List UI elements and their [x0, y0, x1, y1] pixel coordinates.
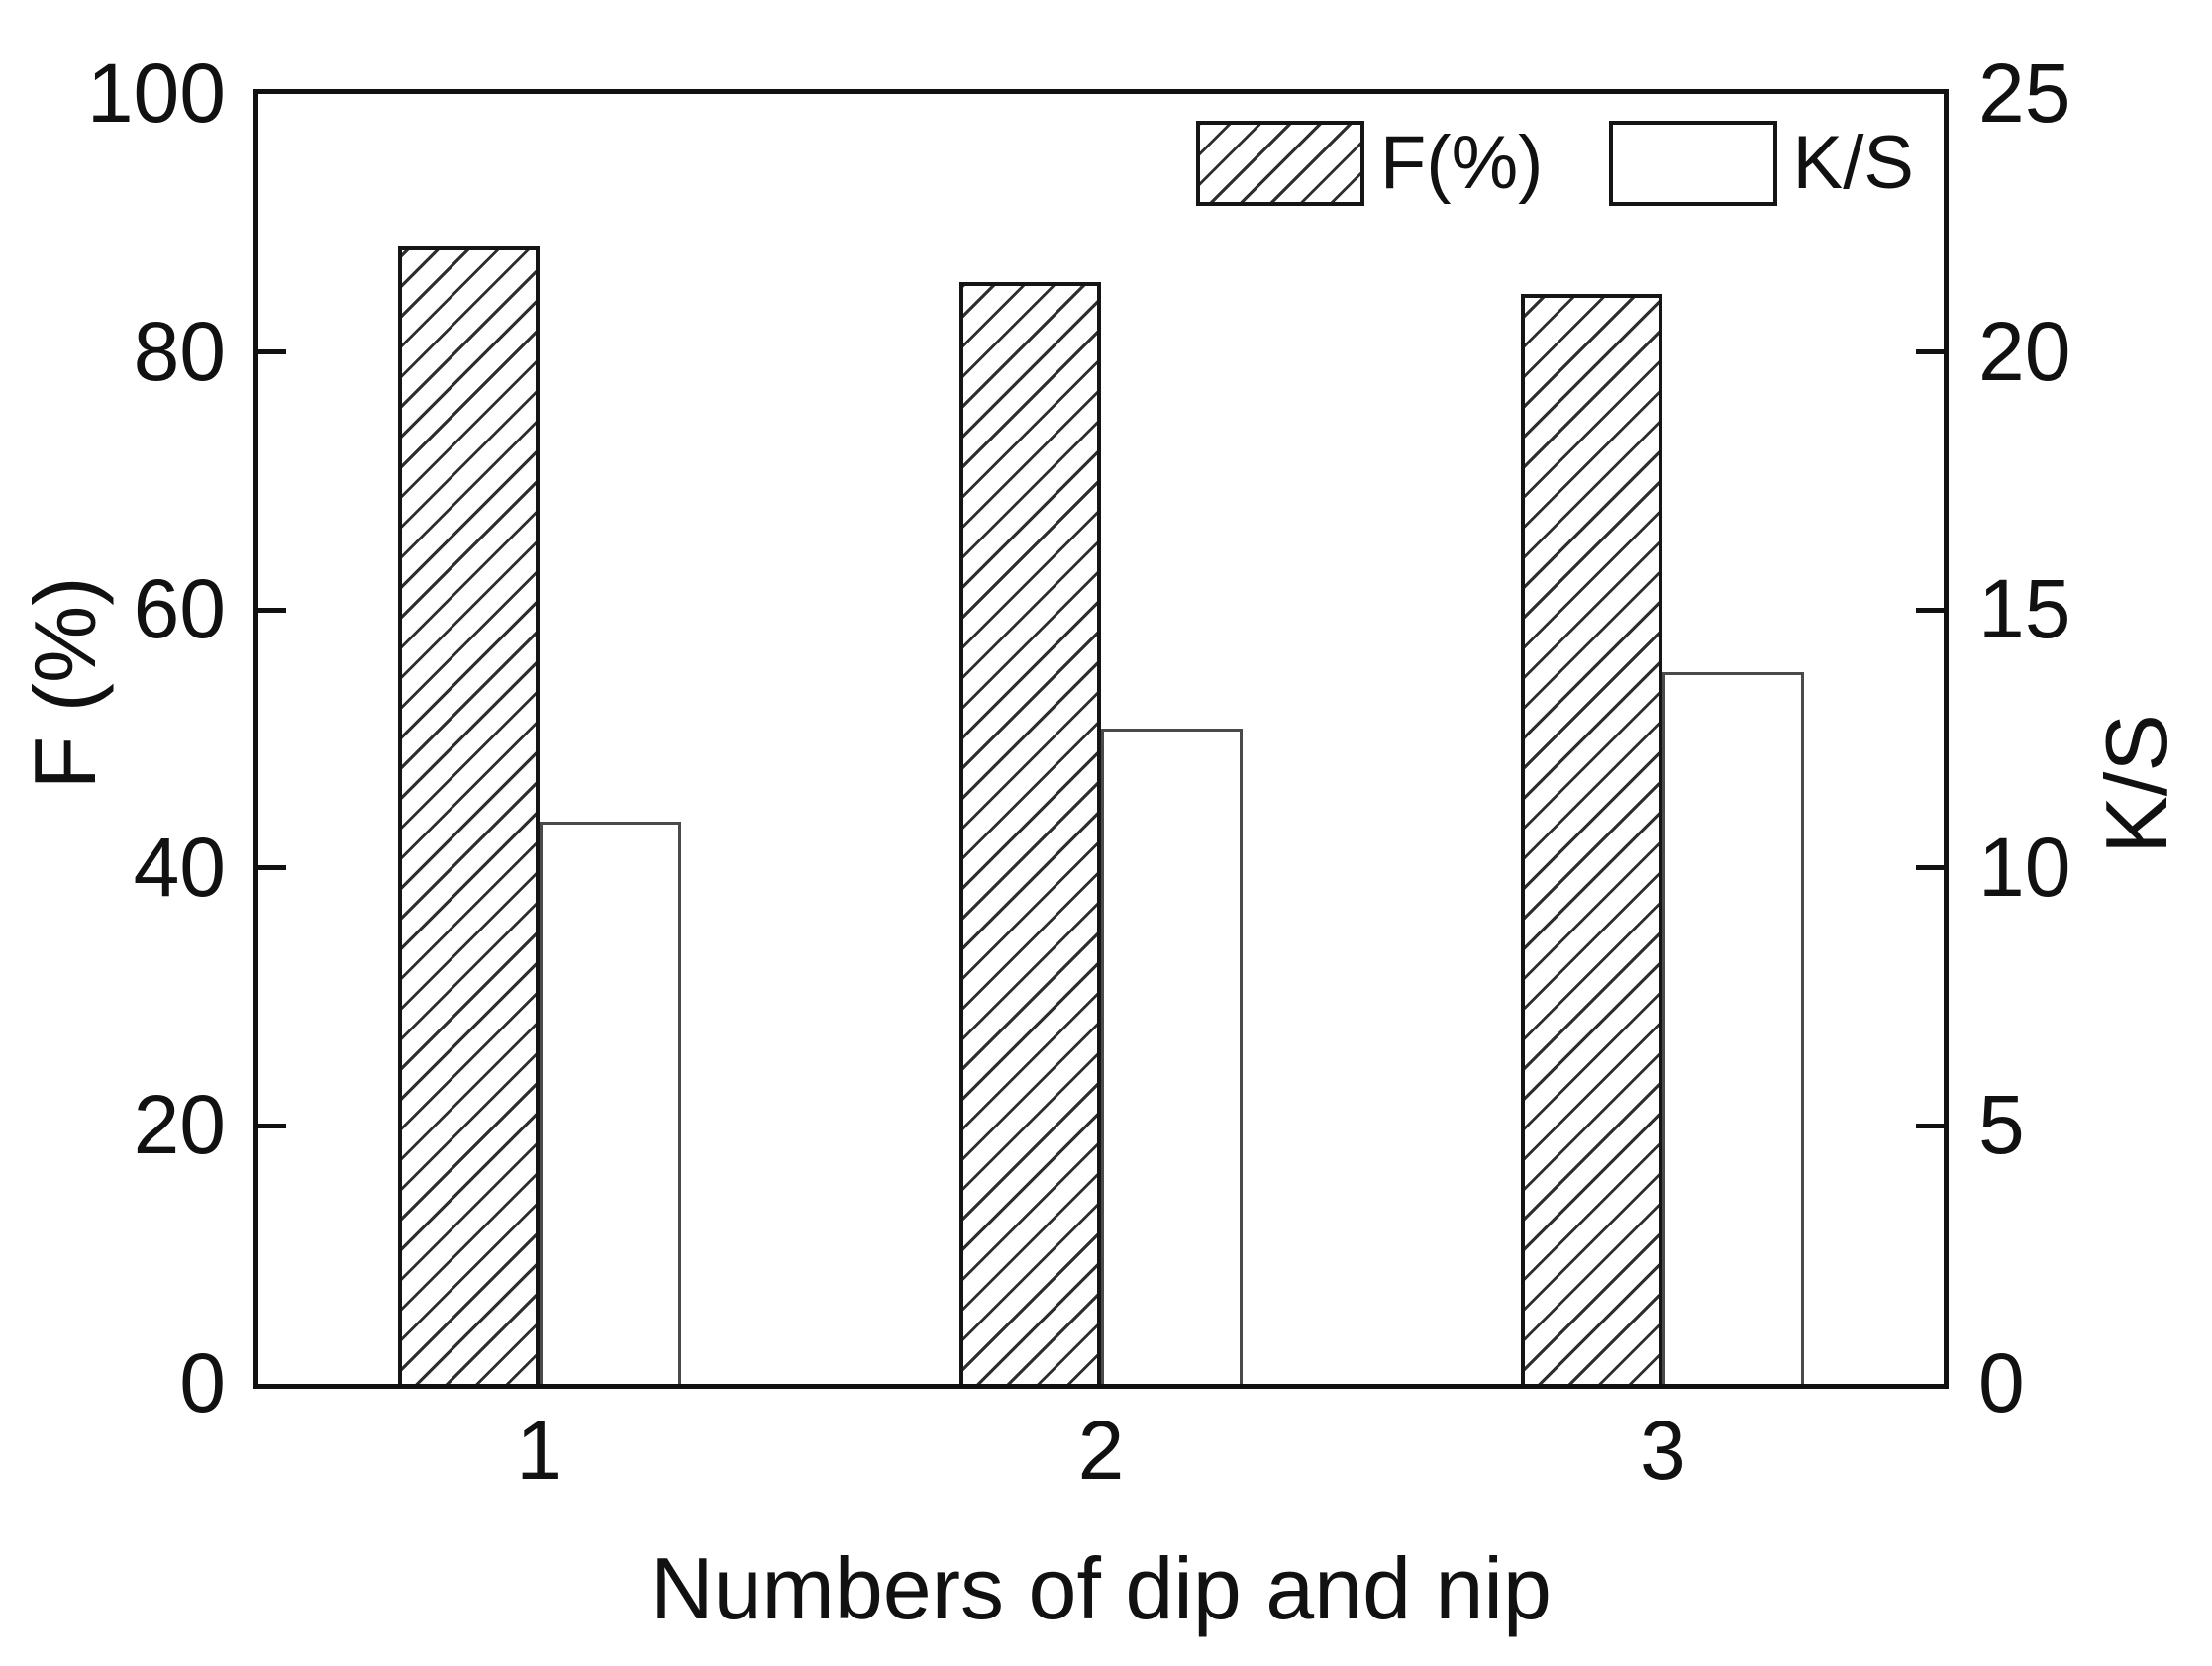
right-axis-tick-label-5: 5	[1978, 1078, 2025, 1172]
left-axis-tick-20	[258, 1123, 286, 1128]
right-axis-tick-label-0: 0	[1978, 1336, 2025, 1429]
legend-label-ks: K/S	[1792, 121, 1915, 205]
left-axis-tick-label-60: 60	[133, 562, 226, 656]
bar-f-category-2	[959, 282, 1101, 1384]
right-axis-tick-label-10: 10	[1978, 820, 2071, 914]
left-axis-tick-label-100: 100	[86, 47, 226, 140]
left-axis-tick-60	[258, 607, 286, 613]
left-axis-tick-label-40: 40	[133, 820, 226, 914]
legend-label-f: F(%)	[1379, 121, 1544, 205]
y-axis-title-left: F (%)	[16, 576, 114, 790]
left-axis-tick-labels: 0 20 40 60 80 100	[0, 51, 228, 1425]
right-axis-tick-label-20: 20	[1978, 304, 2071, 398]
x-tick-label-3: 3	[1639, 1404, 1686, 1497]
right-axis-tick-labels: 0 5 10 15 20 25	[1949, 51, 2206, 1425]
bar-f-category-3	[1521, 293, 1663, 1384]
left-axis-tick-80	[258, 349, 286, 355]
right-axis-tick-label-15: 15	[1978, 562, 2071, 656]
legend-swatch-hatched	[1195, 121, 1364, 206]
left-axis-tick-label-80: 80	[133, 304, 226, 398]
x-axis-tick-labels: 1 2 3	[258, 1404, 1944, 1503]
right-axis-tick-20	[1916, 349, 1944, 355]
left-axis-tick-label-0: 0	[179, 1336, 226, 1429]
bar-ks-category-3	[1662, 671, 1805, 1384]
plot-content: F(%) K/S	[253, 89, 1949, 1389]
legend: F(%) K/S	[1195, 119, 1915, 208]
y-axis-title-right: K/S	[2087, 714, 2185, 854]
right-axis-tick-10	[1916, 865, 1944, 871]
bar-f-category-1	[397, 245, 540, 1384]
x-tick-label-1: 1	[516, 1404, 563, 1497]
bar-ks-category-1	[539, 821, 681, 1384]
right-axis-tick-15	[1916, 607, 1944, 613]
right-axis-tick-label-25: 25	[1978, 47, 2071, 140]
bar-ks-category-2	[1101, 729, 1243, 1384]
right-axis-tick-5	[1916, 1123, 1944, 1128]
x-axis-title: Numbers of dip and nip	[651, 1539, 1552, 1637]
left-axis-tick-label-20: 20	[133, 1078, 226, 1172]
left-axis-tick-40	[258, 865, 286, 871]
legend-swatch-open	[1608, 121, 1777, 206]
x-tick-label-2: 2	[1077, 1404, 1125, 1497]
